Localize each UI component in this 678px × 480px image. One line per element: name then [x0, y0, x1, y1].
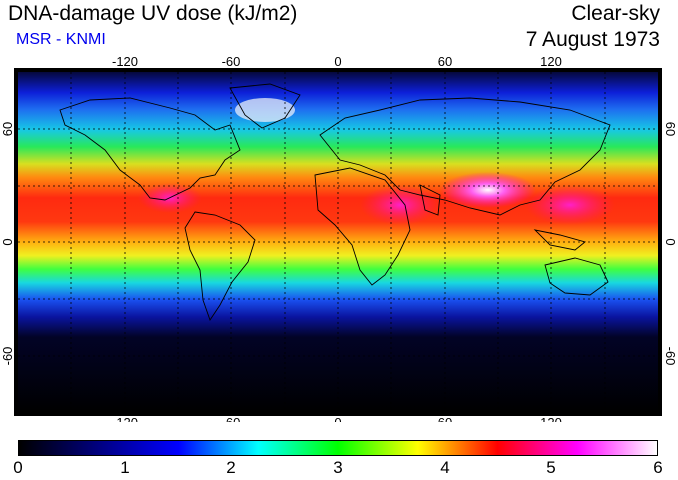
lat-label-right: 60 [663, 122, 678, 136]
lat-label-left: 0 [0, 238, 15, 245]
lon-label-top: 120 [540, 54, 562, 69]
lon-label-top: 60 [438, 54, 452, 69]
uv-field [18, 72, 658, 412]
lat-label-left: 60 [0, 122, 15, 136]
lat-label-left: -60 [0, 347, 15, 366]
map-title: DNA-damage UV dose (kJ/m2) [8, 2, 298, 25]
colorbar [18, 440, 658, 456]
colorbar-label: 2 [226, 458, 236, 477]
lon-label-bottom: 0 [334, 415, 341, 422]
lon-label-bottom: 60 [438, 415, 452, 422]
lon-label-top: 0 [334, 54, 341, 69]
lon-label-bottom: -60 [222, 415, 241, 422]
date-label: 7 August 1973 [525, 28, 660, 51]
colorbar-label: 4 [440, 458, 450, 477]
lat-label-right: 0 [663, 238, 678, 245]
lon-label-top: -120 [112, 54, 138, 69]
sky-condition-label: Clear-sky [571, 2, 660, 25]
uv-dose-map: -120 -60 0 60 120 -120 -60 0 60 120 60 0… [0, 54, 678, 422]
colorbar-label: 6 [653, 458, 663, 477]
colorbar-label: 3 [333, 458, 343, 477]
lat-label-right: -60 [663, 347, 678, 366]
credit-label: MSR - KNMI [16, 31, 106, 48]
lon-label-bottom: 120 [540, 415, 562, 422]
colorbar-label: 0 [13, 458, 23, 477]
lon-label-bottom: -120 [112, 415, 138, 422]
colorbar-label: 1 [120, 458, 130, 477]
lon-label-top: -60 [222, 54, 241, 69]
graticule [18, 72, 658, 412]
colorbar-label: 5 [546, 458, 556, 477]
